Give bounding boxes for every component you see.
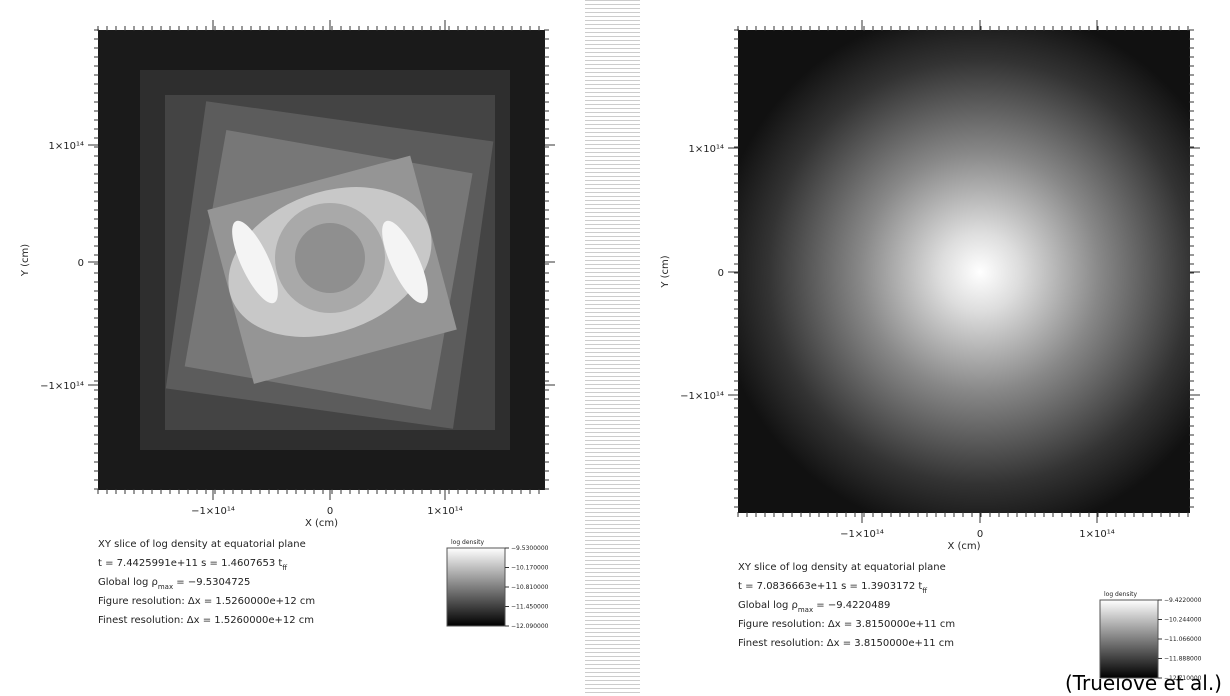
caption-segment: XY slice of log density at equatorial pl… — [738, 562, 946, 573]
caption-segment: = −9.5304725 — [173, 577, 250, 588]
colorbar-label: −10.810000 — [511, 584, 549, 591]
caption-segment: Finest resolution: Δx = 1.5260000e+12 cm — [98, 615, 314, 626]
colorbar-label: −11.888000 — [1164, 656, 1202, 663]
caption-segment: max — [798, 606, 813, 614]
density-image-right — [715, 7, 1230, 537]
x-tick-label: −1×10¹⁴ — [840, 529, 884, 540]
caption-segment: Figure resolution: Δx = 1.5260000e+12 cm — [98, 596, 315, 607]
y-tick-label: 1×10¹⁴ — [689, 144, 724, 155]
colorbar — [1100, 600, 1158, 678]
caption-segment: Finest resolution: Δx = 3.8150000e+11 cm — [738, 638, 954, 649]
y-tick-label: −1×10¹⁴ — [680, 391, 724, 402]
colorbar-title: log density — [451, 539, 485, 546]
caption-segment: ff — [922, 587, 927, 595]
x-axis-label: X (cm) — [305, 518, 338, 529]
y-tick-label: 1×10¹⁴ — [49, 141, 84, 152]
y-axis-label: Y (cm) — [20, 244, 31, 277]
colorbar-label: −11.450000 — [511, 604, 549, 611]
colorbar-label: −12.090000 — [511, 623, 549, 630]
colorbar-label: −12.710000 — [1164, 675, 1202, 682]
y-axis-label: Y (cm) — [660, 255, 671, 288]
x-tick-label: 1×10¹⁴ — [1079, 529, 1114, 540]
caption-segment: ff — [282, 564, 287, 572]
caption-segment: max — [158, 583, 173, 591]
density-image-left — [98, 30, 545, 490]
x-tick-label: 0 — [327, 506, 333, 517]
x-axis-label: X (cm) — [947, 541, 980, 552]
y-tick-label: 0 — [78, 258, 84, 269]
x-tick-label: 0 — [977, 529, 983, 540]
colorbar-label: −10.244000 — [1164, 617, 1202, 624]
y-tick-label: 0 — [718, 268, 724, 279]
divider — [585, 0, 640, 696]
caption-segment: = −9.4220489 — [813, 600, 890, 611]
caption-line: XY slice of log density at equatorial pl… — [738, 562, 946, 573]
caption-line: Figure resolution: Δx = 3.8150000e+11 cm — [738, 619, 955, 630]
y-tick-label: −1×10¹⁴ — [40, 381, 84, 392]
caption-line: Finest resolution: Δx = 3.8150000e+11 cm — [738, 638, 954, 649]
caption-segment: Global log ρ — [738, 600, 798, 611]
colorbar-label: −9.4220000 — [1164, 597, 1202, 604]
x-tick-label: −1×10¹⁴ — [191, 506, 235, 517]
colorbar-label: −9.5300000 — [511, 545, 549, 552]
caption-segment: t = 7.0836663e+11 s = 1.3903172 t — [738, 581, 922, 592]
colorbar-label: −11.066000 — [1164, 636, 1202, 643]
colorbar — [447, 548, 505, 626]
colorbar-title: log density — [1104, 591, 1138, 598]
caption-segment: XY slice of log density at equatorial pl… — [98, 539, 306, 550]
colorbar-label: −10.170000 — [511, 565, 549, 572]
x-tick-label: 1×10¹⁴ — [427, 506, 462, 517]
caption-line: Figure resolution: Δx = 1.5260000e+12 cm — [98, 596, 315, 607]
caption-segment: Figure resolution: Δx = 3.8150000e+11 cm — [738, 619, 955, 630]
caption-segment: t = 7.4425991e+11 s = 1.4607653 t — [98, 558, 282, 569]
caption-segment: Global log ρ — [98, 577, 158, 588]
caption-line: Finest resolution: Δx = 1.5260000e+12 cm — [98, 615, 314, 626]
caption-line: XY slice of log density at equatorial pl… — [98, 539, 306, 550]
slide: (Truelove et al.) 1×10¹⁴0−1×10¹⁴−1×10¹⁴0… — [0, 0, 1230, 696]
